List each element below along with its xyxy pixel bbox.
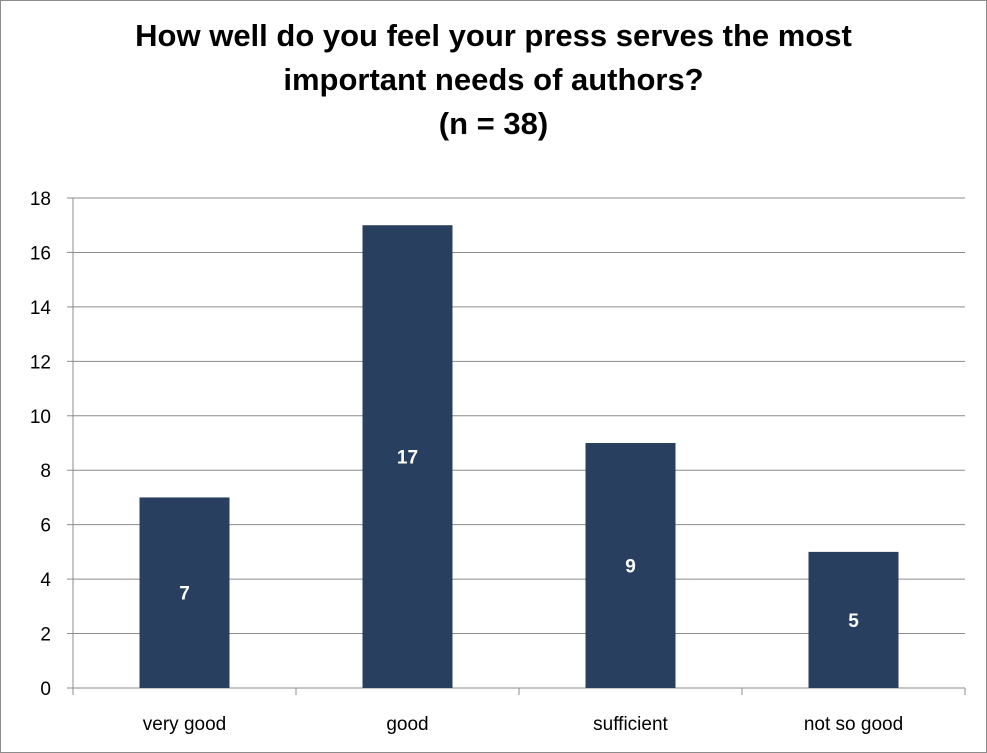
y-tick-label: 14 (30, 298, 52, 319)
bar (808, 551, 899, 688)
x-tick-label: very good (143, 714, 226, 735)
data-label: 17 (397, 448, 418, 469)
y-tick-label: 18 (30, 189, 51, 210)
x-tick-label: not so good (804, 714, 903, 735)
bar (585, 443, 676, 688)
y-tick-label: 6 (40, 516, 51, 537)
y-tick-label: 12 (30, 352, 51, 373)
chart-title-line-3: (n = 38) (438, 106, 549, 141)
y-tick-label: 8 (40, 461, 51, 482)
x-tick-label: good (386, 714, 428, 735)
y-tick-label: 16 (30, 243, 51, 264)
y-tick-label: 10 (30, 407, 51, 428)
data-label: 5 (848, 611, 859, 632)
chart-title-line-2: important needs of authors? (283, 62, 704, 97)
data-label: 7 (179, 584, 190, 605)
bars (139, 225, 899, 688)
bar (139, 497, 230, 688)
labels: 7 very good 17 good 9 sufficient 5 not so good (143, 448, 903, 735)
y-tick-label: 2 (40, 625, 51, 646)
chart-title-line-1: How well do you feel your press serves t… (135, 18, 852, 53)
chart-title: How well do you feel your press serves t… (0, 14, 987, 146)
axes: 0 2 4 6 8 10 12 14 16 18 (30, 189, 966, 700)
x-tick-label: sufficient (593, 714, 668, 735)
y-tick-label: 4 (40, 570, 51, 591)
bar (362, 225, 453, 688)
data-label: 9 (625, 557, 636, 578)
y-tick-label: 0 (40, 679, 51, 700)
